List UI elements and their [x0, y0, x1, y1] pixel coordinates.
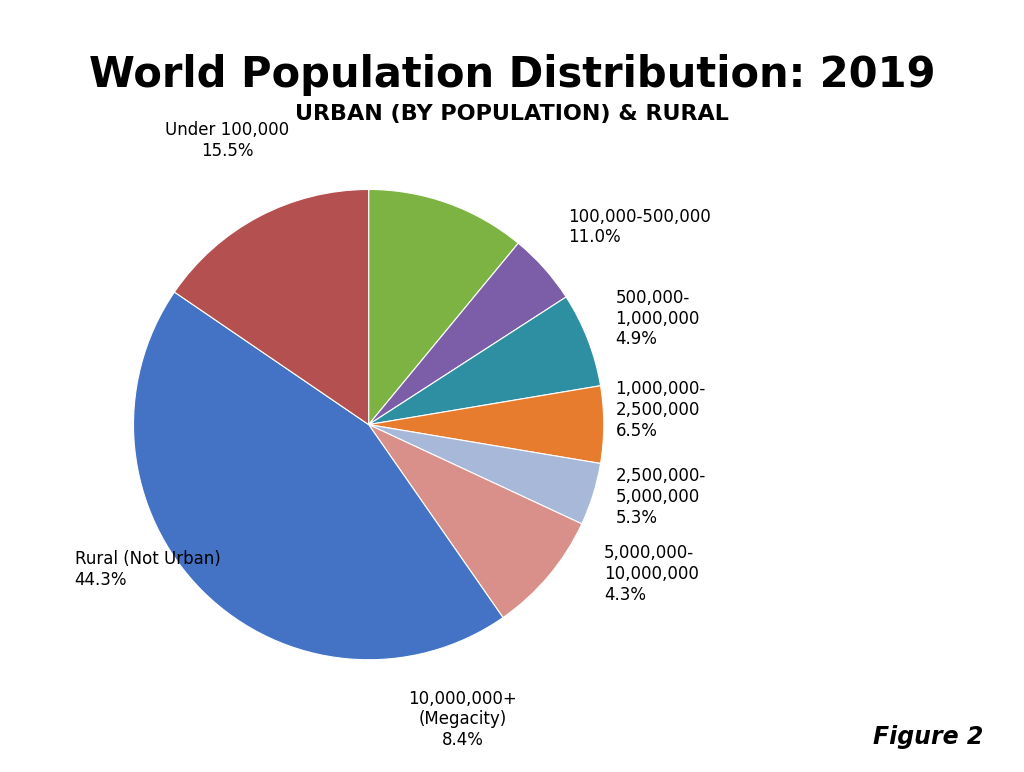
Text: 500,000-
1,000,000
4.9%: 500,000- 1,000,000 4.9% — [615, 289, 700, 348]
Wedge shape — [369, 425, 600, 524]
Text: Rural (Not Urban)
44.3%: Rural (Not Urban) 44.3% — [75, 550, 220, 588]
Wedge shape — [369, 386, 604, 463]
Text: 1,000,000-
2,500,000
6.5%: 1,000,000- 2,500,000 6.5% — [615, 381, 706, 440]
Wedge shape — [174, 189, 369, 425]
Text: Under 100,000
15.5%: Under 100,000 15.5% — [166, 121, 290, 160]
Wedge shape — [133, 292, 503, 660]
Text: 5,000,000-
10,000,000
4.3%: 5,000,000- 10,000,000 4.3% — [604, 544, 698, 604]
Text: 2,500,000-
5,000,000
5.3%: 2,500,000- 5,000,000 5.3% — [615, 467, 706, 527]
Text: 100,000-500,000
11.0%: 100,000-500,000 11.0% — [568, 208, 712, 246]
Wedge shape — [369, 425, 582, 618]
Text: Figure 2: Figure 2 — [872, 725, 983, 749]
Text: World Population Distribution: 2019: World Population Distribution: 2019 — [89, 54, 935, 96]
Wedge shape — [369, 243, 566, 425]
Wedge shape — [369, 297, 600, 425]
Text: 10,000,000+
(Megacity)
8.4%: 10,000,000+ (Megacity) 8.4% — [409, 689, 517, 749]
Text: URBAN (BY POPULATION) & RURAL: URBAN (BY POPULATION) & RURAL — [295, 104, 729, 124]
Wedge shape — [369, 189, 518, 425]
